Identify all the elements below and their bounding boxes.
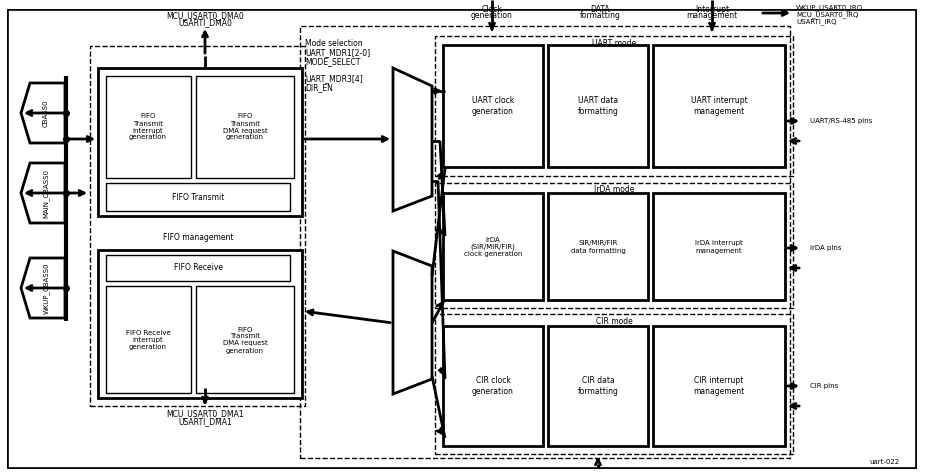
Text: MCU_USART0_IRQ: MCU_USART0_IRQ <box>796 11 858 19</box>
Bar <box>443 326 543 446</box>
Bar <box>435 183 793 308</box>
Bar <box>443 45 543 167</box>
Text: SIR/MIR/FIR
data formatting: SIR/MIR/FIR data formatting <box>570 240 625 254</box>
Polygon shape <box>393 68 432 211</box>
Text: IrDA
(SIR/MIR/FIR)
clock generation: IrDA (SIR/MIR/FIR) clock generation <box>464 237 522 257</box>
Text: UART_MDR3[4]: UART_MDR3[4] <box>305 75 363 83</box>
Bar <box>435 314 793 454</box>
Bar <box>106 76 191 178</box>
Text: USARTI_DMA0: USARTI_DMA0 <box>178 19 232 28</box>
Bar <box>653 45 785 167</box>
Text: FIFO Receive: FIFO Receive <box>173 264 222 272</box>
Text: MCU_USART0_DMA0: MCU_USART0_DMA0 <box>166 11 244 20</box>
Text: USARTI_IRQ: USARTI_IRQ <box>796 19 836 25</box>
Text: WKUP_CBASS0: WKUP_CBASS0 <box>43 262 49 314</box>
Polygon shape <box>393 251 432 394</box>
Text: MODE_SELECT: MODE_SELECT <box>305 58 360 67</box>
Text: UART mode: UART mode <box>592 39 636 48</box>
Text: UART data
formatting: UART data formatting <box>578 96 619 116</box>
Text: IrDA mode: IrDA mode <box>594 186 634 195</box>
Text: CBASS0: CBASS0 <box>43 99 49 127</box>
Text: CIR pins: CIR pins <box>810 383 838 389</box>
Bar <box>196 286 294 393</box>
Text: USARTI_DMA1: USARTI_DMA1 <box>178 417 232 426</box>
Text: Mode selection: Mode selection <box>305 40 363 49</box>
Text: CIR mode: CIR mode <box>595 317 632 326</box>
Bar <box>90 46 305 406</box>
Text: WKUP_USART0_IRQ: WKUP_USART0_IRQ <box>796 5 863 11</box>
Bar <box>548 193 648 300</box>
Text: Clock: Clock <box>482 4 503 13</box>
Text: UART interrupt
management: UART interrupt management <box>691 96 747 116</box>
Polygon shape <box>21 83 65 143</box>
Polygon shape <box>21 258 65 318</box>
Text: generation: generation <box>471 11 513 20</box>
Text: UART_MDR1[2-0]: UART_MDR1[2-0] <box>305 49 370 58</box>
Bar <box>548 45 648 167</box>
Bar <box>548 326 648 446</box>
Bar <box>98 68 302 216</box>
Text: FIFO
Transmit
DMA request
generation: FIFO Transmit DMA request generation <box>222 113 268 140</box>
Text: FIFO Receive
interrupt
generation: FIFO Receive interrupt generation <box>126 330 170 350</box>
Bar <box>106 183 290 211</box>
Bar <box>98 250 302 398</box>
Text: FIFO
Transmit
DMA request
generation: FIFO Transmit DMA request generation <box>222 327 268 354</box>
Bar <box>443 193 543 300</box>
Bar <box>653 193 785 300</box>
Text: DIR_EN: DIR_EN <box>305 83 332 92</box>
Text: MCU_USART0_DMA1: MCU_USART0_DMA1 <box>166 409 244 418</box>
Text: MAIN_CBASS0: MAIN_CBASS0 <box>43 169 49 218</box>
Text: CIR clock
generation: CIR clock generation <box>472 377 514 396</box>
Text: management: management <box>686 11 738 20</box>
Polygon shape <box>21 163 65 223</box>
Text: IrDA pins: IrDA pins <box>810 245 842 251</box>
Text: FIFO management: FIFO management <box>163 234 233 242</box>
Text: UART/RS-485 pins: UART/RS-485 pins <box>810 118 872 124</box>
Text: Interrupt: Interrupt <box>694 4 729 13</box>
Text: IrDA interrupt
management: IrDA interrupt management <box>695 240 743 254</box>
Text: CIR data
formatting: CIR data formatting <box>578 377 619 396</box>
Bar <box>653 326 785 446</box>
Bar <box>435 36 793 176</box>
Text: DATA: DATA <box>590 4 610 13</box>
Bar <box>106 255 290 281</box>
Text: uart-022: uart-022 <box>870 459 900 465</box>
Text: formatting: formatting <box>580 11 620 20</box>
Bar <box>106 286 191 393</box>
Text: CIR interrupt
management: CIR interrupt management <box>694 377 745 396</box>
Text: FIFO Transmit: FIFO Transmit <box>172 192 224 201</box>
Bar <box>196 76 294 178</box>
Bar <box>300 26 790 458</box>
Text: UART clock
generation: UART clock generation <box>472 96 514 116</box>
Text: FIFO
Transmit
interrupt
generation: FIFO Transmit interrupt generation <box>129 113 167 140</box>
